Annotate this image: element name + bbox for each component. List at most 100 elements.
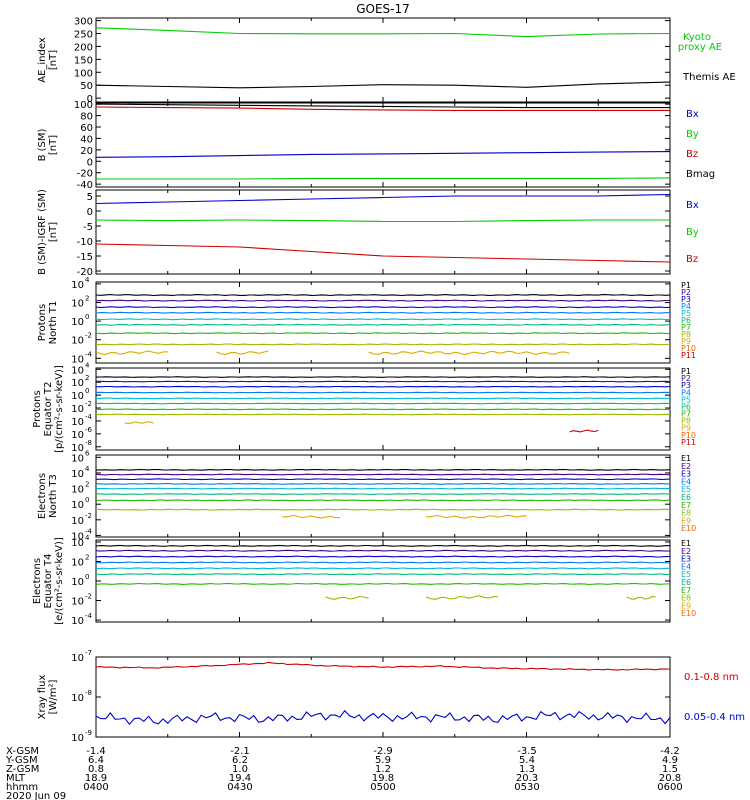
legend-p8: P8 xyxy=(681,417,691,426)
footer-value-x: -1.4 xyxy=(86,746,106,757)
y-axis-label: AE_index xyxy=(37,37,48,83)
legend-bx: Bx xyxy=(686,109,699,120)
y-axis-label: Protons xyxy=(37,304,48,341)
y-tick-exponent: -2 xyxy=(85,400,92,408)
y-tick-label: 5 xyxy=(87,192,93,203)
series-e8 xyxy=(425,595,498,600)
series-e4 xyxy=(95,561,670,564)
legend-e2: E2 xyxy=(681,462,691,471)
y-tick-label: 150 xyxy=(74,55,93,66)
legend-e5: E5 xyxy=(681,570,691,579)
y-tick-label: -20 xyxy=(77,267,93,278)
legend-e3: E3 xyxy=(681,555,691,564)
legend-e8: E8 xyxy=(681,509,691,518)
legend-p2: P2 xyxy=(681,288,691,297)
footer-value-y: 5.9 xyxy=(375,755,391,766)
y-tick-label: -15 xyxy=(77,252,93,263)
series-e7 xyxy=(95,582,671,585)
footer-value-y: 5.4 xyxy=(519,755,535,766)
y-tick-label: 10 xyxy=(71,354,84,365)
legend-p11: P11 xyxy=(681,351,696,360)
y-tick-label: 0 xyxy=(87,94,93,105)
footer-value-z: 0.8 xyxy=(88,764,104,775)
y-axis-label: [W/m²] xyxy=(48,679,59,714)
series-p1 xyxy=(95,294,671,297)
series-by xyxy=(95,219,670,223)
series-p8 xyxy=(95,413,671,416)
y-axis-label: Equator T2 xyxy=(43,382,54,437)
footer-value-z: 1.5 xyxy=(662,764,678,775)
series-by xyxy=(96,177,671,180)
footer-value-mlt: 20.3 xyxy=(516,773,538,784)
footer-date: 2020 Jun 09 xyxy=(6,791,66,800)
y-tick-exponent: 2 xyxy=(85,553,89,561)
y-axis-label: North T1 xyxy=(48,301,59,345)
footer-value-hhmm: 0430 xyxy=(227,782,252,793)
legend-bz: Bz xyxy=(686,254,698,265)
y-tick-label: 10 xyxy=(71,733,84,744)
y-tick-label: -5 xyxy=(83,222,93,233)
series-p11 xyxy=(569,429,599,433)
y-tick-label: 60 xyxy=(80,123,93,134)
legend-p6: P6 xyxy=(681,402,691,411)
y-axis-label: Equator T4 xyxy=(43,554,54,609)
footer-row-label: MLT xyxy=(6,773,26,784)
y-tick-exponent: 0 xyxy=(85,573,89,581)
series-p9 xyxy=(368,350,570,356)
y-tick-exponent: -4 xyxy=(85,527,93,535)
legend-e6: E6 xyxy=(681,493,691,502)
y-tick-label: 10 xyxy=(71,693,84,704)
footer-value-hhmm: 0600 xyxy=(657,782,682,793)
series-kyoto-proxy-ae xyxy=(95,27,671,38)
y-tick-label: 10 xyxy=(71,417,84,428)
series-e3 xyxy=(95,555,671,558)
y-tick-exponent: 4 xyxy=(85,534,90,542)
y-tick-label: 10 xyxy=(71,280,84,291)
legend-p11: P11 xyxy=(681,438,696,447)
y-tick-exponent: 0 xyxy=(85,387,89,395)
y-tick-exponent: -8 xyxy=(85,439,92,447)
panel-frame xyxy=(95,539,671,623)
series-bz xyxy=(95,243,671,263)
footer-value-hhmm: 0530 xyxy=(514,782,539,793)
y-axis-label: [p/(cm²-s-sr-keV)] xyxy=(54,365,65,453)
y-tick-label: 80 xyxy=(80,112,93,123)
panel-frame xyxy=(95,454,671,538)
legend-e10: E10 xyxy=(681,609,696,618)
legend-by: By xyxy=(686,129,699,140)
footer-value-x: -2.9 xyxy=(373,746,393,757)
series-e6 xyxy=(95,573,671,576)
series-e4 xyxy=(95,482,671,485)
series-p4 xyxy=(95,391,671,394)
series-e5 xyxy=(95,567,671,570)
legend-e1: E1 xyxy=(681,539,691,548)
y-tick-exponent: -2 xyxy=(85,332,92,340)
legend-e9: E9 xyxy=(681,601,691,610)
legend-e6: E6 xyxy=(681,578,691,587)
y-tick-label: 10 xyxy=(71,597,84,608)
series-p4 xyxy=(95,311,671,314)
y-axis-label: [nT] xyxy=(48,50,59,70)
footer-value-y: 4.9 xyxy=(662,755,678,766)
y-tick-exponent: -7 xyxy=(85,649,92,657)
y-tick-label: 40 xyxy=(80,134,93,145)
legend-p3: P3 xyxy=(681,295,691,304)
footer-value-z: 1.3 xyxy=(519,764,535,775)
footer-row-label: X-GSM xyxy=(6,746,39,757)
series-xray-1 xyxy=(95,661,671,671)
legend-p8: P8 xyxy=(681,330,691,339)
series-p2 xyxy=(96,380,671,383)
y-tick-label: 10 xyxy=(71,317,84,328)
legend-p2: P2 xyxy=(681,374,691,383)
y-tick-label: 10 xyxy=(71,531,84,542)
legend-kyoto: Kyoto xyxy=(683,32,711,43)
legend-xray-long: 0.1-0.8 nm xyxy=(684,672,739,683)
y-tick-label: 10 xyxy=(71,336,84,347)
y-tick-exponent: -4 xyxy=(85,612,93,620)
y-tick-label: 10 xyxy=(71,404,84,415)
footer-value-x: -4.2 xyxy=(660,746,680,757)
legend-themis-ae: Themis AE xyxy=(682,72,736,83)
series-e3 xyxy=(95,478,671,481)
